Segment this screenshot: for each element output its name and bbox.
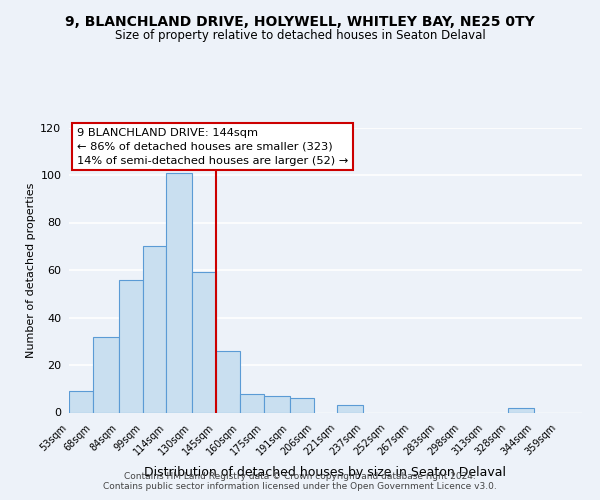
Text: 9, BLANCHLAND DRIVE, HOLYWELL, WHITLEY BAY, NE25 0TY: 9, BLANCHLAND DRIVE, HOLYWELL, WHITLEY B… bbox=[65, 16, 535, 30]
Bar bbox=[337, 406, 363, 412]
Text: 9 BLANCHLAND DRIVE: 144sqm
← 86% of detached houses are smaller (323)
14% of sem: 9 BLANCHLAND DRIVE: 144sqm ← 86% of deta… bbox=[77, 128, 348, 166]
Bar bbox=[508, 408, 534, 412]
Bar bbox=[264, 396, 290, 412]
Bar bbox=[69, 391, 93, 412]
X-axis label: Distribution of detached houses by size in Seaton Delaval: Distribution of detached houses by size … bbox=[145, 466, 506, 478]
Bar bbox=[290, 398, 314, 412]
Bar bbox=[192, 272, 216, 412]
Y-axis label: Number of detached properties: Number of detached properties bbox=[26, 182, 36, 358]
Bar bbox=[166, 172, 192, 412]
Text: Size of property relative to detached houses in Seaton Delaval: Size of property relative to detached ho… bbox=[115, 30, 485, 43]
Text: Contains HM Land Registry data © Crown copyright and database right 2024.
Contai: Contains HM Land Registry data © Crown c… bbox=[103, 472, 497, 491]
Bar bbox=[240, 394, 264, 412]
Bar bbox=[143, 246, 166, 412]
Bar bbox=[119, 280, 143, 412]
Bar bbox=[93, 336, 119, 412]
Bar bbox=[216, 351, 240, 412]
